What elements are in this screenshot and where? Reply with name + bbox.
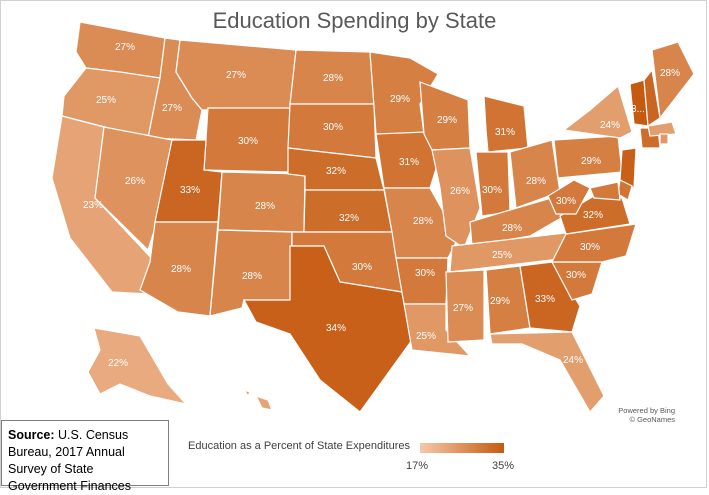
state-label-california: 23% xyxy=(83,200,103,211)
state-label-idaho: 27% xyxy=(162,103,182,114)
state-label-iowa: 31% xyxy=(399,157,419,168)
state-label-vermont: 3... xyxy=(631,104,645,115)
state-virginia xyxy=(559,195,631,235)
state-west-virginia xyxy=(547,179,591,215)
state-label-ohio: 28% xyxy=(526,176,546,187)
state-texas xyxy=(242,245,413,413)
state-label-kansas: 32% xyxy=(339,213,359,224)
state-label-south-dakota: 30% xyxy=(323,122,343,133)
state-florida xyxy=(489,331,605,414)
state-label-washington: 27% xyxy=(115,42,135,53)
state-label-colorado: 28% xyxy=(255,201,275,212)
state-label-pennsylvania: 29% xyxy=(581,156,601,167)
state-label-oregon: 25% xyxy=(96,95,116,106)
state-louisiana xyxy=(403,303,472,357)
state-label-north-carolina: 30% xyxy=(580,242,600,253)
state-nevada xyxy=(94,126,173,252)
state-label-wisconsin: 29% xyxy=(437,115,457,126)
state-label-illinois: 26% xyxy=(450,186,470,197)
state-label-alabama: 29% xyxy=(490,296,510,307)
state-hawaii xyxy=(242,388,273,411)
state-label-nevada: 26% xyxy=(125,176,145,187)
state-maryland xyxy=(589,181,621,201)
state-label-louisiana: 25% xyxy=(416,331,436,342)
state-label-mississippi: 27% xyxy=(453,303,473,314)
map-credit: Powered by Bing © GeoNames xyxy=(555,406,675,424)
state-maine xyxy=(651,41,695,120)
state-label-montana: 27% xyxy=(226,70,246,81)
state-iowa xyxy=(375,131,441,189)
state-new-jersey xyxy=(619,147,637,190)
credit-bing: Powered by Bing xyxy=(618,406,675,415)
state-massachusetts xyxy=(647,121,677,137)
state-label-arizona: 28% xyxy=(171,264,191,275)
state-labels: 27% 25% 23% 27% 26% 27% 30% 33% 28% 28% 28% 28% 30% 3… xyxy=(83,42,680,369)
state-mississippi xyxy=(445,269,485,343)
state-label-oklahoma: 30% xyxy=(352,262,372,273)
state-label-florida: 24% xyxy=(563,355,583,366)
state-arkansas xyxy=(395,257,449,305)
legend-min-label: 17% xyxy=(406,460,429,472)
state-label-west-virginia: 30% xyxy=(556,196,576,207)
state-label-north-dakota: 28% xyxy=(323,73,343,84)
state-label-nebraska: 32% xyxy=(326,166,346,177)
state-shapes xyxy=(51,21,695,414)
state-label-indiana: 30% xyxy=(482,185,502,196)
state-label-michigan: 31% xyxy=(495,127,515,138)
state-label-south-carolina: 30% xyxy=(566,270,586,281)
state-kansas xyxy=(303,189,393,233)
state-label-arkansas: 30% xyxy=(415,268,435,279)
state-label-new-york: 24% xyxy=(600,120,620,131)
state-label-texas: 34% xyxy=(326,323,346,334)
legend-gradient-bar xyxy=(420,443,504,453)
source-box: Source: U.S. Census Bureau, 2017 Annual … xyxy=(1,420,169,493)
state-rhode-island xyxy=(659,133,669,145)
state-label-tennessee: 25% xyxy=(492,250,512,261)
state-georgia xyxy=(519,261,581,333)
state-label-utah: 33% xyxy=(180,185,200,196)
legend-title: Education as a Percent of State Expendit… xyxy=(188,440,410,452)
state-michigan xyxy=(483,95,529,153)
state-alaska xyxy=(87,327,188,405)
state-label-missouri: 28% xyxy=(413,216,433,227)
state-label-wyoming: 30% xyxy=(238,136,258,147)
source-label: Source: xyxy=(8,428,55,442)
state-label-alaska: 22% xyxy=(108,358,128,369)
map-title: Education Spending by State xyxy=(212,8,497,33)
state-label-maine: 28% xyxy=(660,68,680,79)
state-label-kentucky: 28% xyxy=(502,223,522,234)
state-label-virginia: 32% xyxy=(583,210,603,221)
state-label-minnesota: 29% xyxy=(390,94,410,105)
state-indiana xyxy=(475,151,511,217)
state-new-hampshire xyxy=(643,68,661,128)
credit-geonames: © GeoNames xyxy=(629,415,675,424)
state-label-new-mexico: 28% xyxy=(242,271,262,282)
state-new-york xyxy=(562,84,633,139)
state-label-georgia: 33% xyxy=(535,294,555,305)
legend-max-label: 35% xyxy=(492,460,515,472)
